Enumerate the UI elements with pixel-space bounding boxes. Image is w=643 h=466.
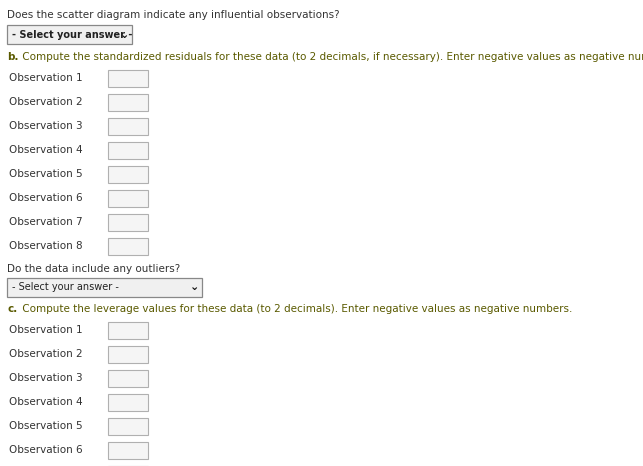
Bar — [108, 346, 148, 363]
Text: Observation 6: Observation 6 — [9, 445, 82, 455]
Bar — [108, 166, 148, 183]
Text: Observation 2: Observation 2 — [9, 349, 82, 359]
Text: Observation 6: Observation 6 — [9, 193, 82, 203]
Text: Observation 1: Observation 1 — [9, 73, 82, 83]
Bar — [108, 118, 148, 135]
Bar — [108, 142, 148, 159]
Text: - Select your answer -: - Select your answer - — [12, 282, 119, 293]
Text: ⌄: ⌄ — [190, 282, 199, 293]
Bar — [7, 25, 132, 44]
Text: Does the scatter diagram indicate any influential observations?: Does the scatter diagram indicate any in… — [7, 10, 340, 20]
Text: ⌄: ⌄ — [120, 29, 129, 40]
Text: Observation 2: Observation 2 — [9, 97, 82, 107]
Bar — [7, 278, 202, 297]
Text: Observation 5: Observation 5 — [9, 169, 82, 179]
Bar — [108, 418, 148, 435]
Text: Observation 8: Observation 8 — [9, 241, 82, 251]
Text: Observation 4: Observation 4 — [9, 397, 82, 407]
Text: Observation 7: Observation 7 — [9, 217, 82, 227]
Text: Compute the leverage values for these data (to 2 decimals). Enter negative value: Compute the leverage values for these da… — [19, 304, 572, 314]
Bar — [108, 370, 148, 387]
Bar — [108, 238, 148, 255]
Text: Observation 4: Observation 4 — [9, 145, 82, 155]
Text: Observation 3: Observation 3 — [9, 373, 82, 383]
Text: Observation 3: Observation 3 — [9, 121, 82, 131]
Text: Observation 1: Observation 1 — [9, 325, 82, 335]
Bar — [108, 322, 148, 339]
Text: c.: c. — [7, 304, 17, 314]
Bar — [108, 442, 148, 459]
Bar — [108, 94, 148, 111]
Bar — [108, 214, 148, 231]
Text: b.: b. — [7, 52, 19, 62]
Text: Do the data include any outliers?: Do the data include any outliers? — [7, 264, 180, 274]
Bar — [108, 190, 148, 207]
Text: Compute the standardized residuals for these data (to 2 decimals, if necessary).: Compute the standardized residuals for t… — [19, 52, 643, 62]
Bar — [108, 70, 148, 87]
Text: - Select your answer -: - Select your answer - — [12, 29, 132, 40]
Bar — [108, 394, 148, 411]
Text: Observation 5: Observation 5 — [9, 421, 82, 431]
